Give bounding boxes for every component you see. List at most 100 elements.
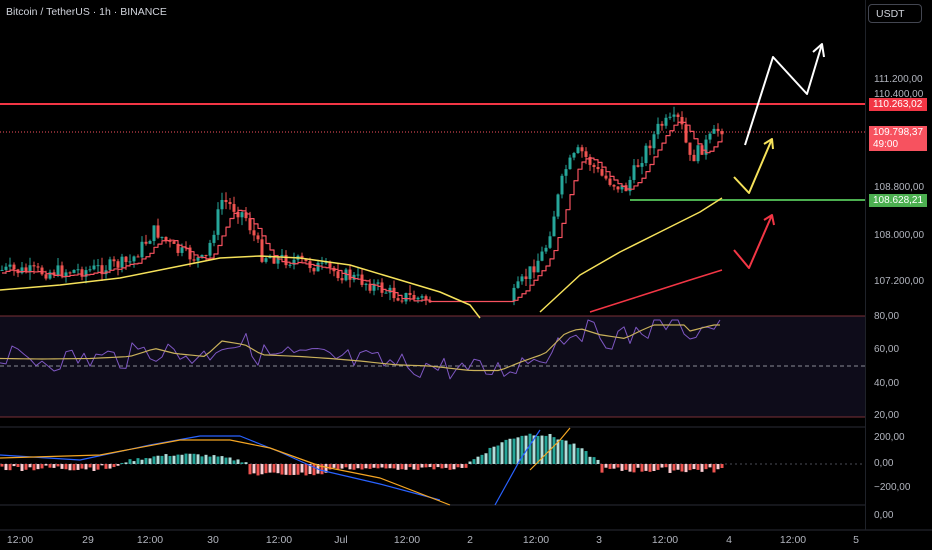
candle-body (116, 261, 120, 268)
time-axis-label: 4 (726, 534, 732, 546)
macd-histogram-bar (136, 458, 140, 464)
candle-body (644, 145, 648, 164)
candle-body (300, 255, 304, 260)
macd-histogram-bar (296, 464, 300, 475)
slow-moving-average-line (539, 197, 723, 313)
candle-body (100, 265, 104, 275)
candle-body (124, 256, 128, 262)
candle-body (132, 256, 136, 262)
macd-line (0, 435, 441, 501)
macd-histogram-bar (284, 464, 288, 475)
macd-histogram-bar (496, 445, 500, 464)
candle-body (640, 163, 644, 167)
macd-histogram-bar (448, 464, 452, 470)
candle-body (424, 296, 428, 301)
candle-body (60, 265, 64, 277)
macd-histogram-bar (424, 464, 428, 468)
macd-histogram-bar (696, 464, 700, 470)
time-axis-label: 12:00 (265, 534, 293, 546)
candle-body (584, 151, 588, 157)
macd-histogram-bar (164, 454, 168, 464)
macd-histogram-bar (660, 464, 664, 468)
candle-body (404, 292, 408, 302)
candle-body (284, 254, 288, 266)
macd-histogram-bar (252, 464, 256, 474)
candle-body (92, 265, 96, 270)
candle-body (576, 147, 580, 154)
candle-body (120, 256, 124, 268)
macd-histogram-bar (420, 464, 424, 468)
time-axis-label: 3 (596, 534, 602, 546)
candle-body (80, 269, 84, 277)
candle-body (648, 145, 652, 149)
candle-body (196, 257, 200, 261)
candle-body (536, 260, 540, 273)
macd-histogram-bar (376, 464, 380, 469)
macd-histogram-bar (76, 464, 80, 470)
macd-histogram-bar (128, 459, 132, 464)
macd-histogram-bar (240, 462, 244, 464)
macd-histogram-bar (304, 464, 308, 476)
symbol-title[interactable]: Bitcoin / TetherUS · 1h · BINANCE (6, 6, 167, 18)
macd-histogram-bar (672, 464, 676, 471)
macd-histogram-bar (468, 461, 472, 464)
candle-body (656, 123, 660, 135)
candle-body (140, 241, 144, 258)
macd-histogram-bar (532, 435, 536, 464)
currency-button[interactable]: USDT (868, 4, 922, 23)
macd-histogram-bar (336, 464, 340, 470)
macd-histogram-bar (8, 464, 12, 471)
macd-histogram-bar (372, 464, 376, 468)
candle-body (0, 269, 4, 271)
price-axis-label: 110.400,00 (874, 89, 924, 100)
candle-body (24, 267, 28, 273)
macd-histogram-bar (200, 456, 204, 464)
macd-histogram-bar (84, 464, 88, 470)
candle-body (592, 164, 596, 168)
candle-body (676, 114, 680, 117)
macd-histogram-bar (72, 464, 76, 471)
time-axis-label: 5 (853, 534, 859, 546)
candle-body (76, 269, 80, 271)
candle-body (64, 272, 68, 277)
time-axis-label: 12:00 (779, 534, 807, 546)
candle-body (376, 282, 380, 284)
projection-arrow-red (733, 214, 773, 269)
candle-body (176, 243, 180, 253)
macd-histogram-bar (80, 464, 84, 469)
macd-histogram-bar (188, 453, 192, 464)
macd-histogram-bar (0, 464, 4, 467)
candle-body (292, 259, 296, 265)
candle-body (720, 131, 724, 135)
candle-body (524, 276, 528, 279)
macd-histogram-bar (704, 464, 708, 470)
macd-histogram-bar (640, 464, 644, 472)
macd-axis-label: 200,00 (874, 432, 905, 443)
macd-histogram-bar (140, 459, 144, 464)
arrow-head-icon (763, 138, 774, 150)
macd-histogram-bar (504, 439, 508, 464)
candle-body (596, 167, 600, 170)
macd-histogram-bar (12, 464, 16, 467)
macd-histogram-bar (520, 435, 524, 464)
slow-moving-average-line (0, 255, 481, 319)
candle-body (604, 175, 608, 179)
macd-histogram-bar (40, 464, 44, 469)
candle-body (168, 240, 172, 242)
macd-axis-label: −200,00 (874, 482, 911, 493)
macd-histogram-bar (352, 464, 356, 470)
macd-histogram-bar (476, 456, 480, 464)
time-axis-label: 29 (82, 534, 94, 546)
candle-body (264, 258, 268, 262)
candle-body (4, 266, 8, 270)
macd-histogram-bar (112, 464, 116, 468)
macd-histogram-bar (708, 464, 712, 468)
macd-histogram-bar (48, 464, 52, 468)
candle-body (368, 283, 372, 291)
macd-histogram-bar (656, 464, 660, 470)
macd-histogram-bar (688, 464, 692, 471)
macd-histogram-bar (208, 456, 212, 464)
candle-body (548, 236, 552, 248)
macd-histogram-bar (480, 454, 484, 464)
